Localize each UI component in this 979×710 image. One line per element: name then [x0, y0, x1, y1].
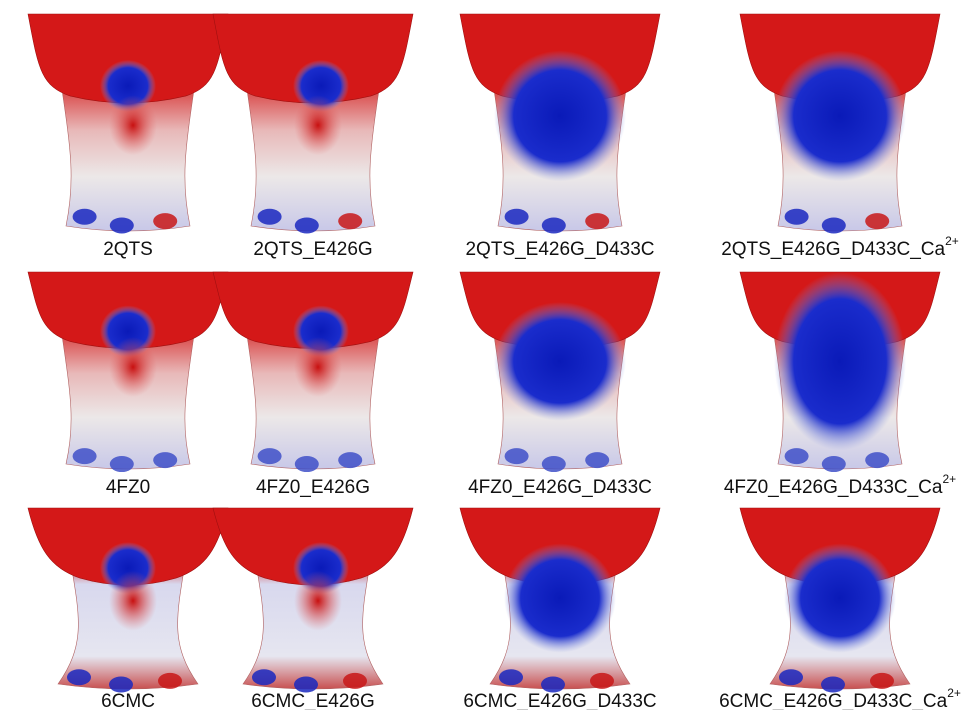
molecule-surface	[213, 272, 413, 472]
molecule-surface	[460, 14, 660, 233]
red-patch	[294, 95, 342, 155]
base-patch	[505, 209, 529, 225]
base-patch	[865, 213, 889, 229]
label-text: 4FZ0_E426G	[256, 477, 370, 498]
label-text: 4FZ0_E426G_D433C	[468, 477, 652, 498]
red-patch	[109, 95, 157, 155]
page: {"panels": [ {"label": "2QTS"}, {"label"…	[0, 0, 979, 710]
panel-label: 2QTS_E426G_D433C_Ca2+	[721, 234, 959, 260]
panel-label: 2QTS_E426G	[253, 239, 372, 260]
panel-label: 4FZ0	[106, 477, 150, 498]
label-superscript: 2+	[942, 472, 956, 486]
molecule-surface	[213, 508, 413, 693]
blue-patch	[494, 302, 626, 421]
molecule-surface	[28, 272, 228, 472]
molecule-surface	[213, 14, 413, 233]
molecule-surface	[740, 272, 940, 472]
panels: 2QTS 2QTS_E426G 2QTS_E426G_D433C 2QTS_E426G…	[28, 14, 961, 710]
molecule-surface	[28, 14, 228, 233]
base-patch	[252, 669, 276, 685]
label-text: 6CMC	[101, 691, 155, 710]
base-patch	[295, 456, 319, 472]
base-patch	[870, 673, 894, 689]
base-patch	[338, 452, 362, 468]
base-patch	[542, 217, 566, 233]
base-patch	[343, 673, 367, 689]
panel-label: 6CMC	[101, 691, 155, 710]
base-patch	[822, 217, 846, 233]
base-patch	[822, 456, 846, 472]
blue-patch	[494, 51, 626, 182]
label-text: 4FZ0_E426G_D433C_Ca	[724, 477, 943, 498]
base-patch	[258, 209, 282, 225]
base-patch	[158, 673, 182, 689]
label-text: 6CMC_E426G	[251, 691, 375, 710]
red-patch	[109, 571, 157, 631]
base-patch	[585, 213, 609, 229]
label-text: 2QTS_E426G_D433C_Ca	[721, 239, 945, 260]
base-patch	[110, 456, 134, 472]
panel-label: 6CMC_E426G	[251, 691, 375, 710]
base-patch	[73, 209, 97, 225]
panel-label: 6CMC_E426G_D433C	[463, 691, 656, 710]
base-patch	[505, 448, 529, 464]
base-patch	[779, 669, 803, 685]
label-text: 2QTS	[103, 239, 153, 260]
base-patch	[338, 213, 362, 229]
red-patch	[294, 337, 342, 397]
label-text: 6CMC_E426G_D433C_Ca	[719, 691, 948, 710]
label-text: 2QTS_E426G_D433C	[465, 239, 654, 260]
blue-patch	[784, 543, 896, 652]
base-patch	[110, 217, 134, 233]
base-patch	[153, 213, 177, 229]
blue-patch	[504, 543, 616, 652]
molecule-surface	[740, 508, 940, 693]
label-text: 4FZ0	[106, 477, 150, 498]
label-superscript: 2+	[945, 234, 959, 248]
molecule-surface	[740, 14, 940, 233]
base-patch	[73, 448, 97, 464]
panel-label: 4FZ0_E426G_D433C_Ca2+	[724, 472, 956, 498]
molecule-surface	[460, 272, 660, 472]
label-text: 6CMC_E426G_D433C	[463, 691, 656, 710]
blue-patch	[774, 51, 906, 182]
base-patch	[785, 448, 809, 464]
panel-label: 2QTS	[103, 239, 153, 260]
base-patch	[258, 448, 282, 464]
base-patch	[785, 209, 809, 225]
red-patch	[109, 337, 157, 397]
label-superscript: 2+	[947, 686, 961, 700]
label-text: 2QTS_E426G	[253, 239, 372, 260]
panel-label: 2QTS_E426G_D433C	[465, 239, 654, 260]
blue-patch	[774, 272, 906, 450]
base-patch	[865, 452, 889, 468]
base-patch	[295, 217, 319, 233]
base-patch	[590, 673, 614, 689]
molecule-surface	[460, 508, 660, 693]
panel-label: 4FZ0_E426G	[256, 477, 370, 498]
base-patch	[542, 456, 566, 472]
base-patch	[499, 669, 523, 685]
molecule-surface	[28, 508, 228, 693]
figure: 2QTS 2QTS_E426G 2QTS_E426G_D433C 2QTS_E426G…	[0, 0, 979, 710]
base-patch	[585, 452, 609, 468]
red-patch	[294, 571, 342, 631]
panel-label: 4FZ0_E426G_D433C	[468, 477, 652, 498]
base-patch	[67, 669, 91, 685]
base-patch	[153, 452, 177, 468]
